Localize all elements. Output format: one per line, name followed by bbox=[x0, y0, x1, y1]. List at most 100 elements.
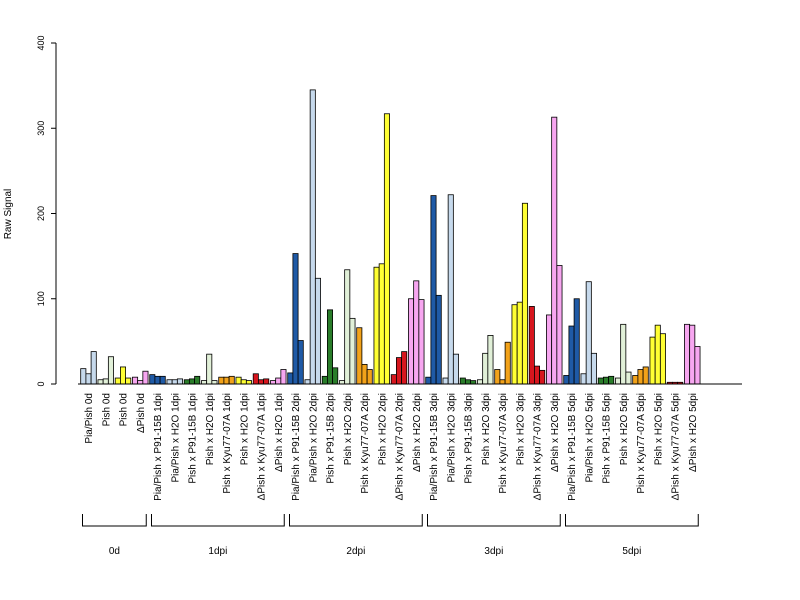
bar bbox=[477, 379, 484, 385]
x-tick-label: Pish x P91-15B 2dpi bbox=[326, 393, 337, 484]
bar bbox=[90, 351, 97, 385]
bar bbox=[223, 376, 230, 385]
y-tick-label: 0 bbox=[36, 381, 46, 386]
bar bbox=[304, 379, 311, 385]
bar bbox=[280, 369, 287, 385]
y-tick-label: 300 bbox=[36, 121, 46, 136]
bar bbox=[125, 377, 132, 385]
bar bbox=[511, 304, 518, 385]
bar bbox=[378, 263, 385, 385]
x-tick-label: ΔPish 0d bbox=[136, 393, 147, 433]
bar bbox=[580, 373, 587, 385]
bar bbox=[521, 202, 528, 385]
bar bbox=[654, 324, 661, 385]
group-bracket bbox=[289, 514, 423, 527]
bar bbox=[102, 378, 109, 385]
bar bbox=[563, 375, 570, 385]
bar bbox=[263, 378, 270, 385]
x-tick-label: Pish x P91-15B 1dpi bbox=[188, 393, 199, 484]
bar bbox=[684, 323, 691, 385]
bar bbox=[344, 269, 351, 385]
bar bbox=[326, 309, 333, 385]
x-tick-label: Pish x H2O 2dpi bbox=[377, 393, 388, 465]
bar bbox=[539, 369, 546, 385]
bar bbox=[356, 327, 363, 385]
group-bracket bbox=[151, 514, 285, 527]
bar bbox=[615, 377, 622, 385]
bar bbox=[373, 266, 380, 385]
x-tick-label: Pish x H2O 1dpi bbox=[239, 393, 250, 465]
bar bbox=[590, 352, 597, 385]
bar bbox=[499, 379, 506, 385]
bar bbox=[321, 375, 328, 385]
bar bbox=[390, 374, 397, 385]
group-bracket bbox=[427, 514, 561, 527]
x-tick-label: Pia/Pish x P91-15B 1dpi bbox=[153, 393, 164, 501]
x-tick-label: Pish x Kyu77-07A 2dpi bbox=[360, 393, 371, 494]
bar bbox=[270, 380, 277, 385]
bar bbox=[339, 380, 346, 385]
bar bbox=[188, 378, 195, 385]
x-tick-label: Pish x H2O 1dpi bbox=[205, 393, 216, 465]
x-tick-label: ΔPish x Kyu77-07A 5dpi bbox=[671, 393, 682, 500]
bar bbox=[625, 371, 632, 385]
x-tick-label: Pish x H2O 5dpi bbox=[619, 393, 630, 465]
bar bbox=[166, 379, 173, 385]
category-labels: Pia/Pish 0d Pish 0d Pish 0d ΔPish 0d Pia/Pis… bbox=[84, 393, 699, 501]
bar bbox=[597, 377, 604, 385]
bar bbox=[107, 356, 114, 385]
y-tick-label: 400 bbox=[36, 35, 46, 50]
bar bbox=[459, 377, 466, 385]
bar bbox=[314, 277, 321, 385]
x-tick-label: ΔPish x Kyu77-07A 3dpi bbox=[533, 393, 544, 500]
bar bbox=[504, 341, 511, 385]
x-tick-label: Pish x H2O 2dpi bbox=[343, 393, 354, 465]
bar bbox=[245, 380, 252, 385]
x-tick-label: Pish x H2O 5dpi bbox=[653, 393, 664, 465]
x-tick-label: Pia/Pish x H2O 3dpi bbox=[446, 393, 457, 483]
x-tick-label: ΔPish x H2O 3dpi bbox=[550, 393, 561, 472]
bar bbox=[287, 372, 294, 385]
bar bbox=[176, 378, 183, 385]
bar bbox=[568, 325, 575, 385]
x-tick-label: Pia/Pish x H2O 1dpi bbox=[170, 393, 181, 483]
bar bbox=[206, 353, 213, 385]
group-label: 5dpi bbox=[622, 546, 641, 557]
x-tick-label: Pia/Pish x P91-15B 3dpi bbox=[429, 393, 440, 501]
bar bbox=[120, 366, 127, 385]
bar bbox=[534, 365, 541, 385]
bar bbox=[80, 368, 87, 385]
group-label: 0d bbox=[109, 546, 120, 557]
y-tick-label: 100 bbox=[36, 291, 46, 306]
bar bbox=[649, 336, 656, 385]
x-tick-label: Pish 0d bbox=[119, 393, 130, 426]
bar bbox=[487, 335, 494, 385]
bar bbox=[252, 373, 259, 385]
bar bbox=[452, 353, 459, 385]
bar bbox=[447, 194, 454, 385]
bar bbox=[573, 298, 580, 385]
x-tick-label: Pia/Pish x H2O 5dpi bbox=[584, 393, 595, 483]
group-bracket bbox=[565, 514, 699, 527]
bar bbox=[309, 89, 316, 385]
group-label: 3dpi bbox=[484, 546, 503, 557]
bar bbox=[349, 317, 356, 385]
x-tick-label: ΔPish x Kyu77-07A 1dpi bbox=[257, 393, 268, 500]
x-tick-label: Pish x Kyu77-07A 1dpi bbox=[222, 393, 233, 494]
bar bbox=[401, 351, 408, 385]
bar bbox=[551, 116, 558, 385]
bar bbox=[494, 369, 501, 385]
bar bbox=[332, 367, 339, 385]
bar bbox=[546, 314, 553, 385]
bar bbox=[408, 298, 415, 385]
bar bbox=[425, 376, 432, 385]
bar bbox=[297, 340, 304, 385]
bar bbox=[257, 379, 264, 385]
bar bbox=[366, 369, 373, 385]
group-brackets: 0d 1dpi 2dpi 3dpi 5dpi bbox=[82, 514, 699, 557]
bar bbox=[137, 380, 144, 385]
bar bbox=[659, 333, 666, 385]
bar bbox=[694, 346, 701, 385]
x-tick-label: Pia/Pish x H2O 2dpi bbox=[308, 393, 319, 483]
x-tick-label: ΔPish x Kyu77-07A 2dpi bbox=[395, 393, 406, 500]
